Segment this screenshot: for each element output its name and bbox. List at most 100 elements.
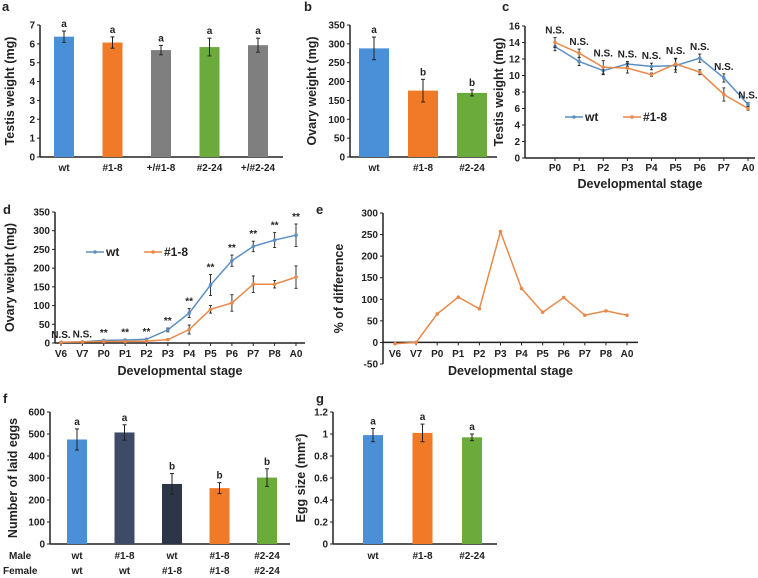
data-point [230, 301, 234, 305]
x-tick-label: wt [57, 163, 70, 174]
x-tick-label: #2-24 [459, 163, 485, 174]
x-tick-label-male: #1-8 [114, 551, 134, 562]
x-tick-label: P7 [247, 349, 260, 360]
panel-label: f [3, 391, 8, 406]
panel-e: e -50 0 50 100 150 200 250 300 % of difference V6 V… [316, 202, 638, 378]
x-tick-label: P2 [140, 349, 153, 360]
y-tick-label: 0.2 [314, 518, 328, 529]
data-point [187, 327, 191, 332]
significance-annotation: N.S. [618, 49, 638, 60]
data-point [414, 340, 418, 345]
bar [462, 437, 482, 544]
y-tick-label: 1.2 [314, 408, 328, 419]
data-point [435, 312, 439, 316]
data-point [577, 59, 581, 64]
data-point [649, 72, 654, 77]
legend-label: #1-8 [164, 245, 188, 259]
x-tick-label: P2 [597, 163, 610, 174]
x-tick-label-male: #2-24 [254, 551, 280, 562]
row-label-male: Male [9, 551, 32, 562]
data-point [251, 282, 256, 287]
y-tick-label: 0 [44, 339, 50, 350]
y-tick-label: 100 [33, 301, 50, 312]
row-label-female: Female [3, 566, 38, 577]
x-tick-label: P5 [537, 349, 550, 360]
data-point [673, 62, 678, 66]
x-tick-label: V7 [76, 349, 89, 360]
x-tick-label: P7 [579, 349, 592, 360]
data-point [498, 229, 503, 234]
significance-letter: a [110, 25, 116, 36]
x-tick-label: +/#2-24 [241, 163, 276, 174]
x-tick-label-female: wt [118, 566, 131, 577]
data-point [166, 337, 170, 342]
significance-letter: b [216, 471, 222, 482]
y-tick-label: 0 [372, 338, 378, 349]
data-point [123, 339, 127, 344]
x-tick-label: P1 [119, 349, 132, 360]
data-point [294, 233, 298, 238]
x-tick-label-male: wt [165, 551, 178, 562]
significance-annotation: ** [185, 297, 193, 308]
y-tick-label: 350 [33, 208, 50, 219]
y-tick-label: 150 [33, 282, 50, 293]
data-point [272, 282, 277, 287]
significance-letter: a [74, 417, 80, 428]
panel-b: b 0 50 100 150 200 250 300 350 Ovary weight (mg) a… [304, 0, 497, 174]
x-tick-label: P6 [226, 349, 239, 360]
panel-label: c [502, 0, 509, 14]
y-tick-label: 100 [28, 518, 45, 529]
x-tick-label: P8 [269, 349, 282, 360]
panel-label: b [304, 0, 312, 14]
y-tick-label: 1 [322, 430, 328, 441]
data-point [456, 295, 461, 299]
x-tick-label: V6 [389, 349, 402, 360]
significance-annotation: N.S. [51, 330, 71, 341]
significance-letter: a [469, 422, 475, 433]
data-point [577, 51, 581, 56]
significance-letter: a [255, 26, 261, 37]
x-tick-label: P2 [473, 349, 486, 360]
x-tick-label: A0 [290, 349, 303, 360]
y-tick-label: 6 [514, 104, 520, 115]
x-tick-label-male: #1-8 [209, 551, 229, 562]
significance-annotation: ** [271, 221, 279, 232]
y-tick-label: 200 [28, 496, 45, 507]
panel-label: d [3, 202, 11, 217]
y-axis-label: Ovary weight (mg) [305, 36, 319, 145]
y-tick-label: 200 [328, 77, 345, 88]
data-point [187, 311, 191, 315]
series-line [394, 229, 628, 345]
y-axis-label: Number of laid eggs [6, 418, 20, 538]
y-tick-label: 200 [361, 252, 378, 263]
y-tick-label: 150 [328, 96, 345, 107]
x-tick-label: #2-24 [197, 163, 223, 174]
data-point [477, 306, 482, 311]
x-tick-label: #2-24 [459, 551, 485, 562]
x-axis-label: Developmental stage [117, 364, 242, 378]
y-tick-label: 0.6 [314, 474, 328, 485]
x-tick-label: #1-8 [413, 163, 433, 174]
x-tick-label: #1-8 [102, 163, 122, 174]
significance-letter: b [469, 78, 475, 89]
data-point [144, 339, 149, 343]
significance-annotation: ** [164, 316, 172, 327]
y-tick-label: 300 [28, 474, 45, 485]
data-point [230, 258, 234, 263]
y-tick-label: 8 [514, 88, 520, 99]
significance-annotation: ** [228, 243, 236, 254]
significance-annotation: N.S. [738, 91, 758, 102]
data-point [272, 238, 277, 242]
x-tick-label: P6 [694, 163, 707, 174]
panel-d: d 0 50 100 150 200 250 300 350 Ovary weight (mg) V… [3, 202, 305, 378]
x-tick-label-female: #1-8 [209, 566, 229, 577]
y-tick-label: 250 [33, 245, 50, 256]
y-tick-label: 1 [29, 134, 35, 145]
y-tick-label: 0 [29, 153, 35, 164]
significance-annotation: ** [121, 328, 129, 339]
significance-annotation: N.S. [714, 62, 734, 73]
y-tick-label: 5 [29, 58, 35, 69]
significance-letter: b [420, 67, 426, 78]
y-axis-label: Egg size (mm²) [294, 434, 308, 523]
significance-annotation: N.S. [545, 26, 565, 37]
